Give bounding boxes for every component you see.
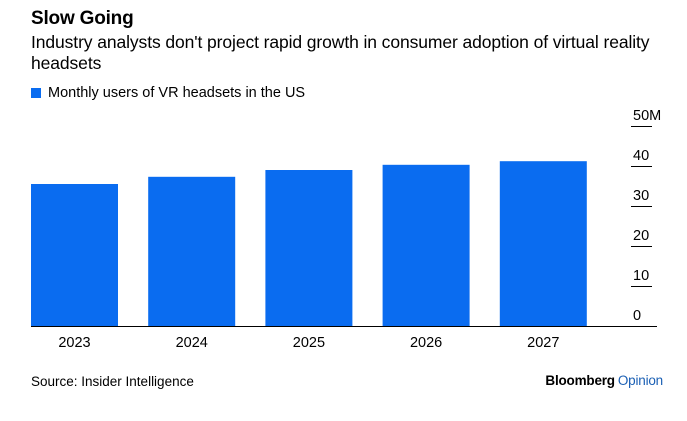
bar-2027: [499, 161, 587, 326]
y-tick-label: 40: [633, 148, 649, 164]
legend: Monthly users of VR headsets in the US: [31, 85, 305, 101]
chart-title: Slow Going: [31, 8, 134, 29]
brand-logo: Bloomberg Opinion: [545, 373, 663, 388]
legend-label: Monthly users of VR headsets in the US: [48, 85, 306, 101]
bar-2024: [148, 176, 236, 326]
legend-swatch: [31, 88, 41, 98]
y-tick-label: 50M: [633, 108, 661, 124]
y-tick-label: 10: [633, 268, 649, 284]
bar-2026: [382, 164, 470, 326]
y-tick-label: 0: [633, 308, 641, 324]
x-tick-label: 2026: [410, 335, 442, 351]
x-tick-label: 2024: [176, 335, 208, 351]
brand-name: Bloomberg: [545, 373, 615, 388]
x-tick-label: 2023: [58, 335, 90, 351]
x-tick-label: 2025: [293, 335, 325, 351]
y-tick-label: 20: [633, 228, 649, 244]
x-tick-label: 2027: [527, 335, 559, 351]
y-tick-label: 30: [633, 188, 649, 204]
chart-subtitle: Industry analysts don't project rapid gr…: [31, 32, 650, 73]
bar-2023: [31, 184, 118, 326]
brand-suffix: Opinion: [617, 373, 663, 388]
source-note: Source: Insider Intelligence: [31, 374, 194, 389]
bar-2025: [265, 170, 353, 326]
